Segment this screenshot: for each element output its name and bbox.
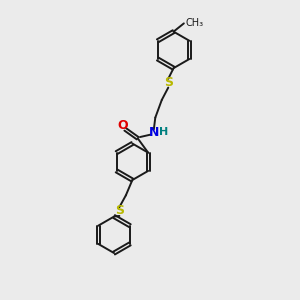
Text: CH₃: CH₃: [185, 18, 203, 28]
Text: O: O: [117, 119, 128, 132]
Text: S: S: [164, 76, 173, 89]
Text: H: H: [159, 127, 168, 137]
Text: N: N: [148, 126, 159, 140]
Text: S: S: [115, 204, 124, 217]
